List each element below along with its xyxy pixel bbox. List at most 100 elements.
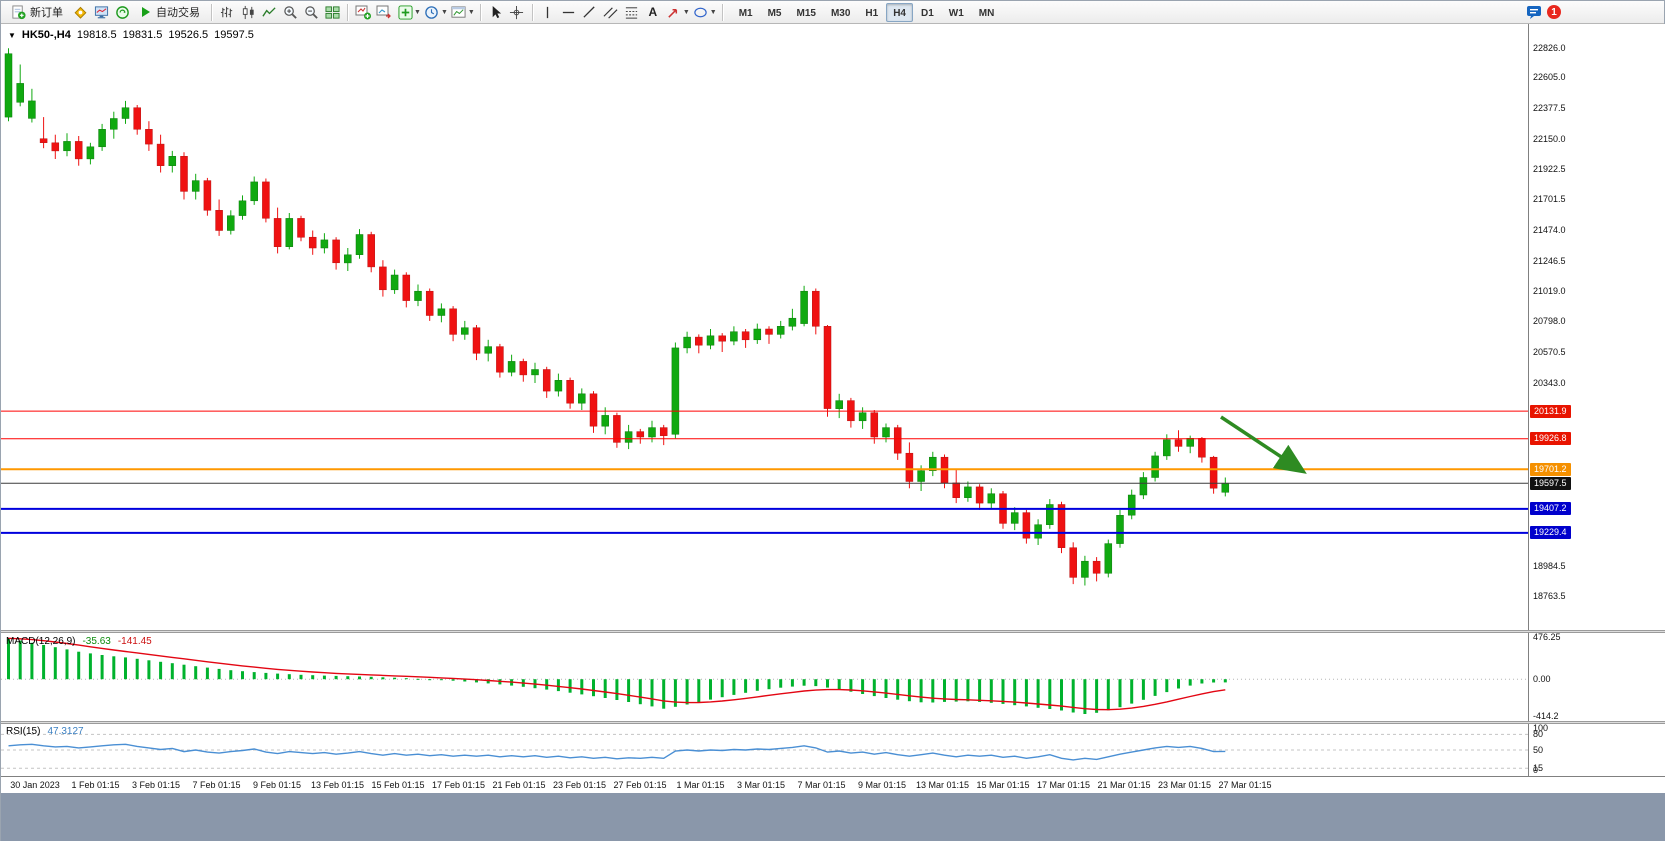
rsi-value: 47.3127 [47,726,84,737]
macd-axis-label: 0.00 [1533,674,1551,685]
price-line-label: 19701.2 [1530,462,1571,476]
open-value: 19818.5 [76,29,117,41]
fibonacci-icon[interactable] [622,2,642,22]
trendline-icon[interactable] [580,2,600,22]
template-button[interactable]: ▼ [449,2,475,22]
macd-label: MACD(12,26,9) -35.63 -141.45 [6,636,152,647]
timeframe-button-d1[interactable]: D1 [921,7,934,19]
template-icon [449,2,469,22]
autotrade-button[interactable]: 自动交易 [133,2,206,22]
autotrade-label: 自动交易 [156,7,200,19]
time-axis-label: 17 Feb 01:15 [431,780,486,790]
price-chart[interactable] [1,24,1528,630]
toolbar-right: 1 [1524,2,1661,22]
chart-window: ▼ HK50-,H4 19818.5 19831.5 19526.5 19597… [1,24,1665,793]
community-icon[interactable] [1524,2,1544,22]
price-line-label: 20131.9 [1530,404,1571,418]
time-axis-label: 1 Mar 01:15 [676,780,725,790]
shapes-tool-button[interactable]: ▼ [691,2,717,22]
timeframe-button-m15[interactable]: M15 [796,7,816,19]
price-axis-label: 21246.5 [1533,255,1566,266]
price-axis[interactable]: 22826.0 22605.0 22377.5 22150.0 21922.5 21701… [1528,24,1665,776]
status-strip [1,793,1665,841]
time-axis-label: 15 Mar 01:15 [976,780,1030,790]
panel-splitter[interactable] [1,721,1665,724]
indicators-icon[interactable] [353,2,373,22]
macd-name: MACD(12,26,9) [6,636,76,647]
profiles-icon[interactable] [91,2,111,22]
time-axis[interactable]: 30 Jan 2023 1 Feb 01:15 3 Feb 01:15 7 Feb 0… [1,776,1665,793]
time-axis-label: 7 Mar 01:15 [797,780,846,790]
price-axis-label: 22605.0 [1533,72,1566,83]
price-axis-label: 20798.0 [1533,316,1566,327]
time-axis-label: 27 Mar 01:15 [1218,780,1272,790]
high-value: 19831.5 [122,29,163,41]
bar-chart-icon[interactable] [217,2,237,22]
symbol-label: HK50-,H4 [21,29,71,41]
panel-splitter[interactable] [1,630,1665,633]
collapse-icon[interactable]: ▼ [8,30,16,40]
period-clock-icon [422,2,442,22]
time-axis-label: 15 Feb 01:15 [371,780,425,790]
price-axis-label: 22150.0 [1533,133,1566,144]
rsi-axis-label: 0 [1533,765,1539,775]
horizontal-line-icon[interactable] [559,2,579,22]
price-axis-label: 21474.0 [1533,225,1566,235]
time-axis-label: 7 Feb 01:15 [192,780,241,790]
chevron-down-icon: ▼ [467,8,475,16]
time-axis-label: 13 Feb 01:15 [310,780,365,790]
toolbar-separator [531,3,533,21]
price-line-label: 19597.5 [1530,476,1571,490]
new-order-button[interactable]: 新订单 [4,2,69,22]
time-axis-label: 17 Mar 01:15 [1036,780,1091,790]
indicator-list-icon [395,2,415,22]
close-value: 19597.5 [214,29,254,41]
timeframe-button-m30[interactable]: M30 [830,7,851,19]
timeframe-button-h1[interactable]: H1 [865,7,879,19]
price-axis-label: 22377.5 [1533,103,1566,113]
crosshair-icon[interactable] [507,2,527,22]
rsi-name: RSI(15) [6,726,41,737]
text-tool-icon[interactable]: A [648,5,658,19]
arrows-tool-icon [664,2,684,22]
time-axis-label: 21 Feb 01:15 [492,780,546,790]
rsi-axis-label: 80 [1533,729,1544,740]
channel-icon[interactable] [601,2,621,22]
chart-shift-icon[interactable] [374,2,394,22]
chevron-down-icon: ▼ [682,8,690,16]
tile-windows-icon[interactable] [322,2,342,22]
zoom-in-icon[interactable] [280,2,300,22]
time-axis-label: 1 Feb 01:15 [71,780,120,790]
indicator-list-button[interactable]: ▼ [395,2,421,22]
timeframe-button-m1[interactable]: M1 [738,7,753,19]
vertical-line-icon[interactable] [538,2,558,22]
rsi-axis-label: 50 [1533,745,1544,755]
price-axis-label: 20343.0 [1533,377,1566,388]
macd-axis-label: 476.25 [1533,631,1561,642]
price-line-label: 19407.2 [1530,502,1571,516]
candlestick-chart-icon[interactable] [238,2,258,22]
price-axis-label: 21019.0 [1533,286,1566,297]
cursor-icon[interactable] [486,2,506,22]
metaeditor-icon[interactable] [70,2,90,22]
low-value: 19526.5 [168,29,209,41]
refresh-icon[interactable] [112,2,132,22]
autotrade-play-icon [139,2,153,22]
timeframe-button-mn[interactable]: MN [978,7,995,19]
arrows-tool-button[interactable]: ▼ [664,2,690,22]
period-button[interactable]: ▼ [422,2,448,22]
timeframe-button-h4[interactable]: H4 [886,2,913,22]
timeframe-button-w1[interactable]: W1 [948,7,964,19]
toolbar-separator [721,3,723,21]
time-axis-label: 23 Feb 01:15 [552,780,607,790]
time-axis-label: 3 Feb 01:15 [131,780,181,790]
rsi-chart[interactable] [1,724,1528,776]
zoom-out-icon[interactable] [301,2,321,22]
timeframe-button-m5[interactable]: M5 [767,7,782,19]
notification-badge[interactable]: 1 [1547,5,1561,19]
macd-chart[interactable] [1,633,1528,721]
toolbar: 新订单 自动交易 [1,1,1664,24]
macd-signal-value: -141.45 [117,636,152,647]
line-chart-icon[interactable] [259,2,279,22]
chart-header: ▼ HK50-,H4 19818.5 19831.5 19526.5 19597… [8,29,254,41]
